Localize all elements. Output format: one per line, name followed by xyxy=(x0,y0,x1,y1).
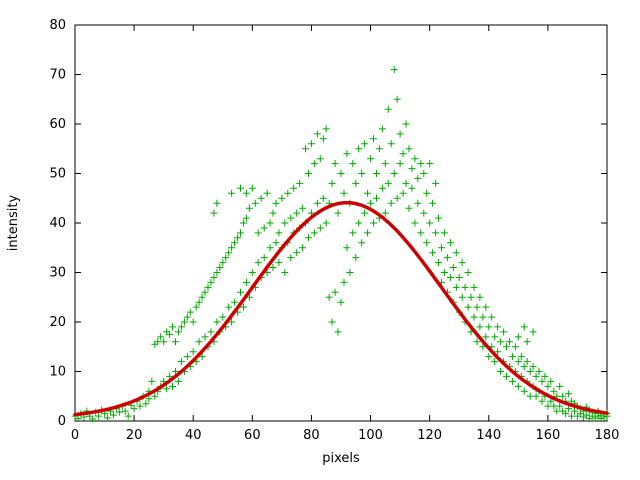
plot-border xyxy=(74,24,608,422)
x-tick-label: 180 xyxy=(595,428,620,443)
x-tick-label: 0 xyxy=(71,428,79,443)
x-tick-label: 120 xyxy=(417,428,442,443)
y-tick-label: 50 xyxy=(49,167,66,182)
x-tick-label: 100 xyxy=(358,428,383,443)
y-tick-label: 80 xyxy=(49,18,66,33)
x-tick-label: 80 xyxy=(303,428,320,443)
plot-frame xyxy=(74,24,608,422)
x-tick-label: 60 xyxy=(244,428,261,443)
x-tick-label: 160 xyxy=(535,428,560,443)
gaussian-fit-line xyxy=(73,200,609,417)
y-tick-label: 10 xyxy=(49,365,66,380)
y-tick-label: 70 xyxy=(49,68,66,83)
fit-curve xyxy=(73,200,609,417)
y-tick-label: 20 xyxy=(49,315,66,330)
x-tick-label: 40 xyxy=(185,428,202,443)
x-tick-label: 20 xyxy=(126,428,143,443)
y-axis-label: intensity xyxy=(6,195,21,252)
x-axis-label: pixels xyxy=(322,451,360,466)
y-tick-label: 40 xyxy=(49,216,66,231)
y-tick-label: 30 xyxy=(49,266,66,281)
x-tick-label: 140 xyxy=(476,428,501,443)
y-tick-label: 0 xyxy=(58,414,66,429)
y-tick-label: 60 xyxy=(49,117,66,132)
axis-ticks: 0 20 40 60 80 100 120 140 160 180 0 10 20 30 40 50 60 70 8… xyxy=(49,18,619,443)
